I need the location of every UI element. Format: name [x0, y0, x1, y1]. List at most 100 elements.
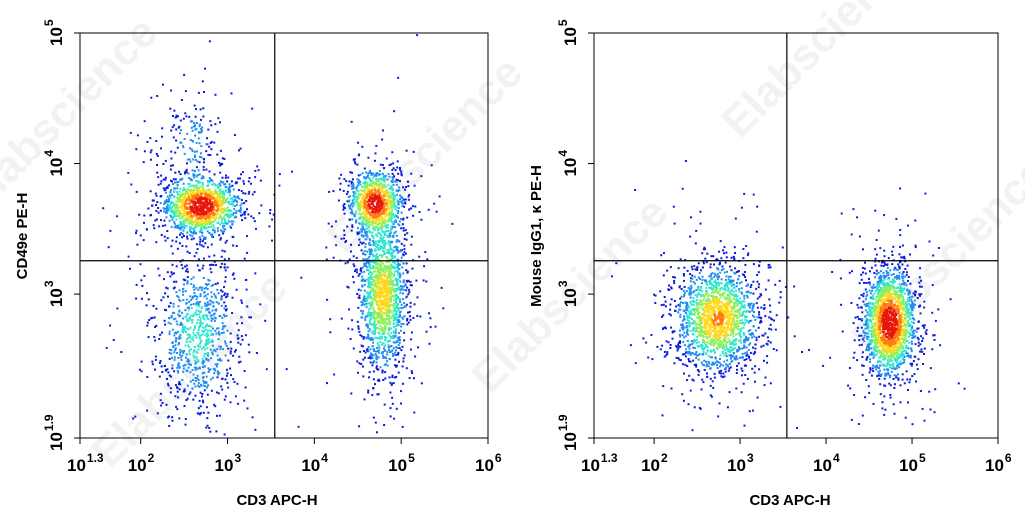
event-dot: [225, 344, 228, 347]
event-dot: [201, 329, 204, 332]
event-dot: [393, 203, 396, 206]
event-dot: [377, 331, 380, 334]
event-dot: [202, 184, 204, 187]
event-dot: [367, 294, 370, 297]
event-dot: [202, 277, 205, 279]
event-dot: [244, 217, 247, 220]
event-dot: [153, 336, 156, 338]
event-dot: [862, 248, 864, 251]
event-dot: [202, 411, 205, 414]
event-dot: [210, 222, 213, 225]
event-dot: [403, 251, 406, 254]
event-dot: [175, 236, 178, 239]
event-dot: [198, 202, 201, 204]
event-dot: [216, 327, 219, 330]
event-dot: [173, 370, 176, 373]
event-dot: [224, 340, 226, 343]
event-dot: [229, 350, 232, 353]
event-dot: [362, 211, 365, 214]
event-dot: [374, 282, 377, 285]
event-dot: [237, 195, 240, 198]
event-dot: [353, 198, 356, 201]
event-dot: [787, 316, 790, 319]
event-dot: [371, 302, 374, 305]
event-dot: [375, 197, 378, 200]
event-dot: [223, 294, 226, 296]
event-dot: [213, 372, 216, 375]
event-dot: [375, 249, 378, 252]
event-dot: [146, 292, 148, 295]
event-dot: [216, 130, 219, 133]
event-dot: [220, 345, 222, 348]
event-dot: [363, 270, 366, 273]
event-dot: [230, 220, 233, 223]
event-dot: [398, 315, 401, 318]
event-dot: [904, 416, 907, 419]
event-dot: [662, 303, 665, 306]
event-dot: [188, 252, 191, 255]
event-dot: [758, 260, 761, 263]
event-dot: [213, 182, 215, 185]
event-dot: [391, 287, 393, 290]
event-dot: [194, 359, 196, 362]
event-dot: [769, 382, 772, 385]
event-dot: [672, 276, 675, 278]
event-dot: [182, 213, 185, 216]
event-dot: [226, 206, 229, 209]
x-tick-label: 102: [128, 451, 155, 475]
event-dot: [389, 265, 392, 267]
event-dot: [362, 216, 365, 219]
event-dot: [201, 231, 204, 234]
event-dot: [199, 295, 202, 298]
event-dot: [374, 194, 377, 197]
event-dot: [385, 256, 388, 258]
event-dot: [373, 225, 376, 228]
event-dot: [191, 227, 194, 230]
event-dot: [371, 172, 374, 175]
event-dot: [874, 209, 877, 212]
event-dot: [193, 230, 196, 233]
event-dot: [194, 385, 197, 388]
event-dot: [185, 245, 188, 248]
event-dot: [181, 267, 184, 270]
event-dot: [385, 290, 388, 293]
event-dot: [370, 289, 373, 292]
event-dot: [363, 253, 366, 256]
event-dot: [141, 284, 144, 287]
event-dot: [664, 300, 667, 303]
event-dot: [199, 238, 202, 241]
event-dot: [863, 267, 866, 270]
event-dot: [399, 292, 401, 295]
event-dot: [385, 313, 388, 316]
event-dot: [217, 117, 220, 120]
event-dot: [233, 134, 236, 136]
event-dot: [351, 319, 353, 322]
event-dot: [378, 306, 381, 309]
event-dot: [394, 294, 397, 297]
event-dot: [181, 194, 184, 197]
event-dot: [182, 215, 185, 218]
event-dot: [178, 353, 181, 356]
event-dot: [375, 295, 378, 298]
event-dot: [663, 296, 666, 298]
event-dot: [208, 198, 211, 201]
event-dot: [400, 349, 403, 352]
event-dot: [242, 192, 245, 195]
event-dot: [192, 339, 195, 342]
event-dot: [216, 229, 219, 232]
event-dot: [360, 335, 363, 338]
event-dot: [197, 412, 200, 415]
event-dot: [214, 350, 217, 353]
event-dot: [368, 188, 371, 191]
event-dot: [396, 267, 399, 270]
event-dot: [195, 231, 197, 234]
event-dot: [235, 196, 238, 199]
event-dot: [135, 190, 138, 193]
event-dot: [175, 291, 178, 294]
event-dot: [402, 279, 405, 282]
event-dot: [352, 182, 355, 185]
event-dot: [244, 279, 247, 281]
event-dot: [216, 195, 219, 198]
event-dot: [155, 194, 158, 197]
event-dot: [223, 196, 226, 199]
